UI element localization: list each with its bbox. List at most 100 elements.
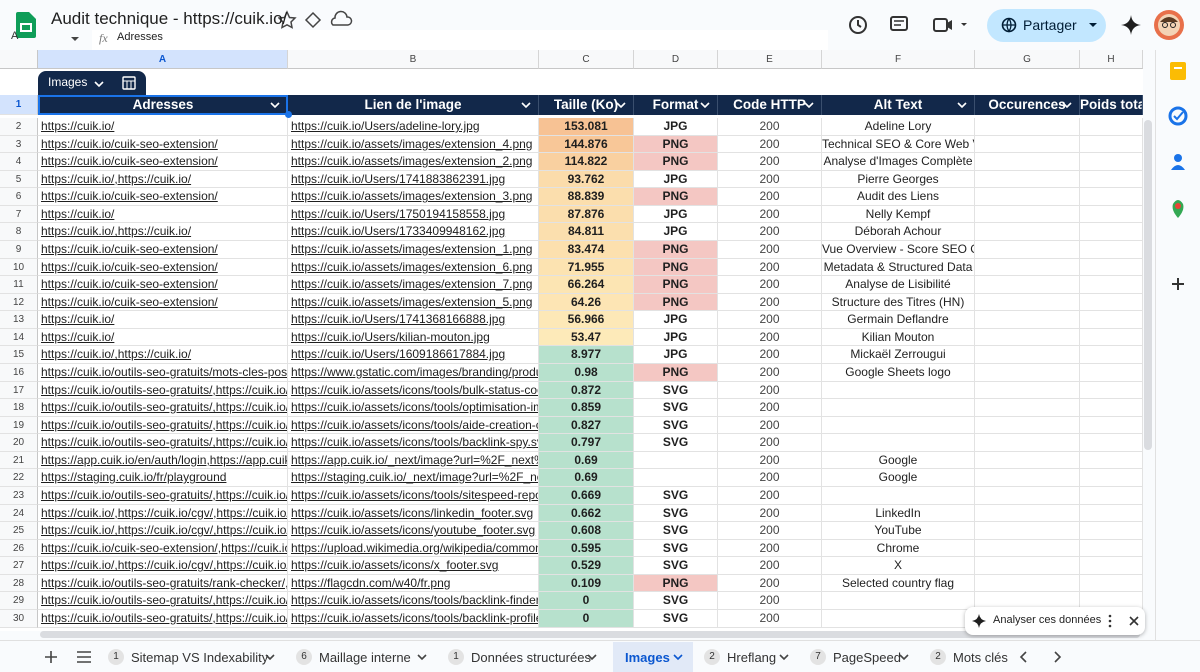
- image-url[interactable]: https://cuik.io/Users/1750194158558.jpg: [288, 205, 539, 224]
- page-url[interactable]: https://cuik.io/,https://cuik.io/cgv/,ht…: [38, 504, 288, 523]
- tab-scroll-arrows[interactable]: [1016, 648, 1066, 666]
- image-url[interactable]: https://cuik.io/assets/images/extension_…: [288, 188, 539, 206]
- formula-bar[interactable]: [92, 30, 828, 50]
- document-title[interactable]: Audit technique - https://cuik.io/: [51, 9, 288, 28]
- dropdown-chevron[interactable]: [957, 100, 967, 110]
- dropdown-chevron[interactable]: [616, 100, 626, 110]
- column-letter[interactable]: D: [634, 50, 718, 69]
- toolbar-icons[interactable]: [846, 12, 976, 38]
- share-label[interactable]: Partager: [1023, 17, 1077, 33]
- dropdown-chevron[interactable]: [804, 100, 814, 110]
- page-url[interactable]: https://cuik.io/cuik-seo-extension/: [38, 258, 288, 277]
- sheet-bar-buttons[interactable]: [42, 648, 102, 666]
- dropdown-chevron[interactable]: [521, 100, 531, 110]
- image-url[interactable]: https://cuik.io/assets/icons/tools/backl…: [288, 609, 539, 628]
- image-url[interactable]: https://cuik.io/assets/icons/tools/bulk-…: [288, 381, 539, 400]
- page-url[interactable]: https://cuik.io/outils-seo-gratuits/,htt…: [38, 609, 288, 628]
- sheet-tab-name[interactable]: Hreflang: [727, 649, 777, 665]
- avatar[interactable]: [1153, 9, 1185, 41]
- column-header[interactable]: Lien de l'image: [288, 95, 539, 115]
- image-url[interactable]: https://cuik.io/Users/adeline-lory.jpg: [288, 118, 539, 136]
- image-url[interactable]: https://www.gstatic.com/images/branding/…: [288, 363, 539, 382]
- column-header[interactable]: Format: [634, 95, 718, 115]
- table-view-icon[interactable]: [122, 76, 136, 90]
- dropdown-chevron[interactable]: [270, 100, 280, 110]
- image-url[interactable]: https://cuik.io/assets/icons/x_footer.sv…: [288, 557, 539, 575]
- image-url[interactable]: https://cuik.io/assets/icons/tools/sites…: [288, 486, 539, 505]
- dropdown-chevron[interactable]: [779, 652, 789, 662]
- image-url[interactable]: https://cuik.io/Users/1733409948162.jpg: [288, 223, 539, 241]
- gemini-icon[interactable]: [1120, 14, 1142, 36]
- image-url[interactable]: https://cuik.io/assets/images/extension_…: [288, 293, 539, 312]
- column-letter[interactable]: E: [718, 50, 822, 69]
- dropdown-chevron[interactable]: [673, 652, 683, 662]
- image-url[interactable]: https://cuik.io/assets/images/extension_…: [288, 135, 539, 154]
- sheet-tab[interactable]: 1 Sitemap VS Indexability: [103, 642, 285, 672]
- dropdown-chevron[interactable]: [94, 79, 104, 89]
- column-header[interactable]: Poids total: [1080, 95, 1143, 115]
- table-name[interactable]: Images: [48, 75, 88, 89]
- dropdown-chevron[interactable]: [587, 652, 597, 662]
- page-url[interactable]: https://cuik.io/outils-seo-gratuits/,htt…: [38, 592, 288, 610]
- name-box[interactable]: A: [11, 30, 19, 42]
- dropdown-chevron[interactable]: [265, 652, 275, 662]
- dropdown-chevron[interactable]: [899, 652, 909, 662]
- column-header[interactable]: Code HTTP: [718, 95, 822, 115]
- image-url[interactable]: https://cuik.io/Users/1741883862391.jpg: [288, 170, 539, 189]
- table-name-chip[interactable]: Images: [38, 71, 146, 95]
- share-menu[interactable]: [1088, 20, 1098, 30]
- page-url[interactable]: https://cuik.io/: [38, 311, 288, 329]
- column-letter[interactable]: H: [1080, 50, 1143, 69]
- page-url[interactable]: https://cuik.io/: [38, 118, 288, 136]
- page-url[interactable]: https://cuik.io/cuik-seo-extension/: [38, 240, 288, 259]
- sheet-tab-name[interactable]: Images: [625, 649, 670, 665]
- analyse-chip[interactable]: Analyser ces données: [965, 607, 1145, 635]
- sheet-tab[interactable]: 2 Mots clés: [925, 642, 1015, 672]
- page-url[interactable]: https://cuik.io/outils-seo-gratuits/,htt…: [38, 486, 288, 505]
- column-letter[interactable]: F: [822, 50, 975, 69]
- page-url[interactable]: https://cuik.io/outils-seo-gratuits/,htt…: [38, 416, 288, 435]
- column-header[interactable]: Adresses: [38, 95, 288, 115]
- image-url[interactable]: https://upload.wikimedia.org/wikipedia/c…: [288, 539, 539, 558]
- page-url[interactable]: https://cuik.io/cuik-seo-extension/: [38, 188, 288, 206]
- page-url[interactable]: https://cuik.io/,https://cuik.io/: [38, 346, 288, 364]
- image-url[interactable]: https://cuik.io/Users/kilian-mouton.jpg: [288, 328, 539, 347]
- horizontal-scrollbar[interactable]: [40, 631, 1140, 638]
- page-url[interactable]: https://cuik.io/outils-seo-gratuits/,htt…: [38, 399, 288, 417]
- dropdown-chevron[interactable]: [700, 100, 710, 110]
- image-url[interactable]: https://app.cuik.io/_next/image?url=%2F_…: [288, 451, 539, 470]
- sheet-tab-name[interactable]: Données structurées: [471, 649, 591, 665]
- image-url[interactable]: https://cuik.io/assets/icons/tools/backl…: [288, 592, 539, 610]
- column-header[interactable]: Alt Text: [822, 95, 975, 115]
- column-header[interactable]: Taille (Ko): [539, 95, 634, 115]
- image-url[interactable]: https://cuik.io/assets/images/extension_…: [288, 258, 539, 277]
- sheet-tab-name[interactable]: Mots clés: [953, 649, 1008, 665]
- title-icons[interactable]: [278, 10, 358, 30]
- page-url[interactable]: https://cuik.io/,https://cuik.io/: [38, 223, 288, 241]
- page-url[interactable]: https://cuik.io/,https://cuik.io/cgv/,ht…: [38, 557, 288, 575]
- image-url[interactable]: https://cuik.io/assets/images/extension_…: [288, 276, 539, 294]
- page-url[interactable]: https://cuik.io/outils-seo-gratuits/mots…: [38, 363, 288, 382]
- page-url[interactable]: https://cuik.io/cuik-seo-extension/: [38, 135, 288, 154]
- dropdown-chevron[interactable]: [1062, 100, 1072, 110]
- image-url[interactable]: https://cuik.io/assets/images/extension_…: [288, 240, 539, 259]
- name-box-menu[interactable]: [70, 34, 80, 44]
- sheet-tab-name[interactable]: Maillage interne: [319, 649, 411, 665]
- image-url[interactable]: https://cuik.io/assets/icons/tools/backl…: [288, 434, 539, 452]
- sheet-tab[interactable]: 6 Maillage interne: [291, 642, 437, 672]
- column-letter[interactable]: B: [288, 50, 539, 69]
- page-url[interactable]: https://app.cuik.io/en/auth/login,https:…: [38, 451, 288, 470]
- page-url[interactable]: https://cuik.io/,https://cuik.io/: [38, 170, 288, 189]
- page-url[interactable]: https://cuik.io/outils-seo-gratuits/rank…: [38, 574, 288, 593]
- image-url[interactable]: https://cuik.io/assets/icons/linkedin_fo…: [288, 504, 539, 523]
- side-panel-icons[interactable]: [1166, 60, 1190, 300]
- column-letter[interactable]: G: [975, 50, 1080, 69]
- sheet-tab[interactable]: 1 Données structurées: [443, 642, 607, 672]
- page-url[interactable]: https://cuik.io/: [38, 205, 288, 224]
- image-url[interactable]: https://cuik.io/Users/1609186617884.jpg: [288, 346, 539, 364]
- page-url[interactable]: https://cuik.io/,https://cuik.io/cgv/,ht…: [38, 522, 288, 540]
- dropdown-chevron[interactable]: [417, 652, 427, 662]
- column-letter[interactable]: A: [38, 50, 288, 69]
- image-url[interactable]: https://flagcdn.com/w40/fr.png: [288, 574, 539, 593]
- page-url[interactable]: https://cuik.io/cuik-seo-extension/,http…: [38, 539, 288, 558]
